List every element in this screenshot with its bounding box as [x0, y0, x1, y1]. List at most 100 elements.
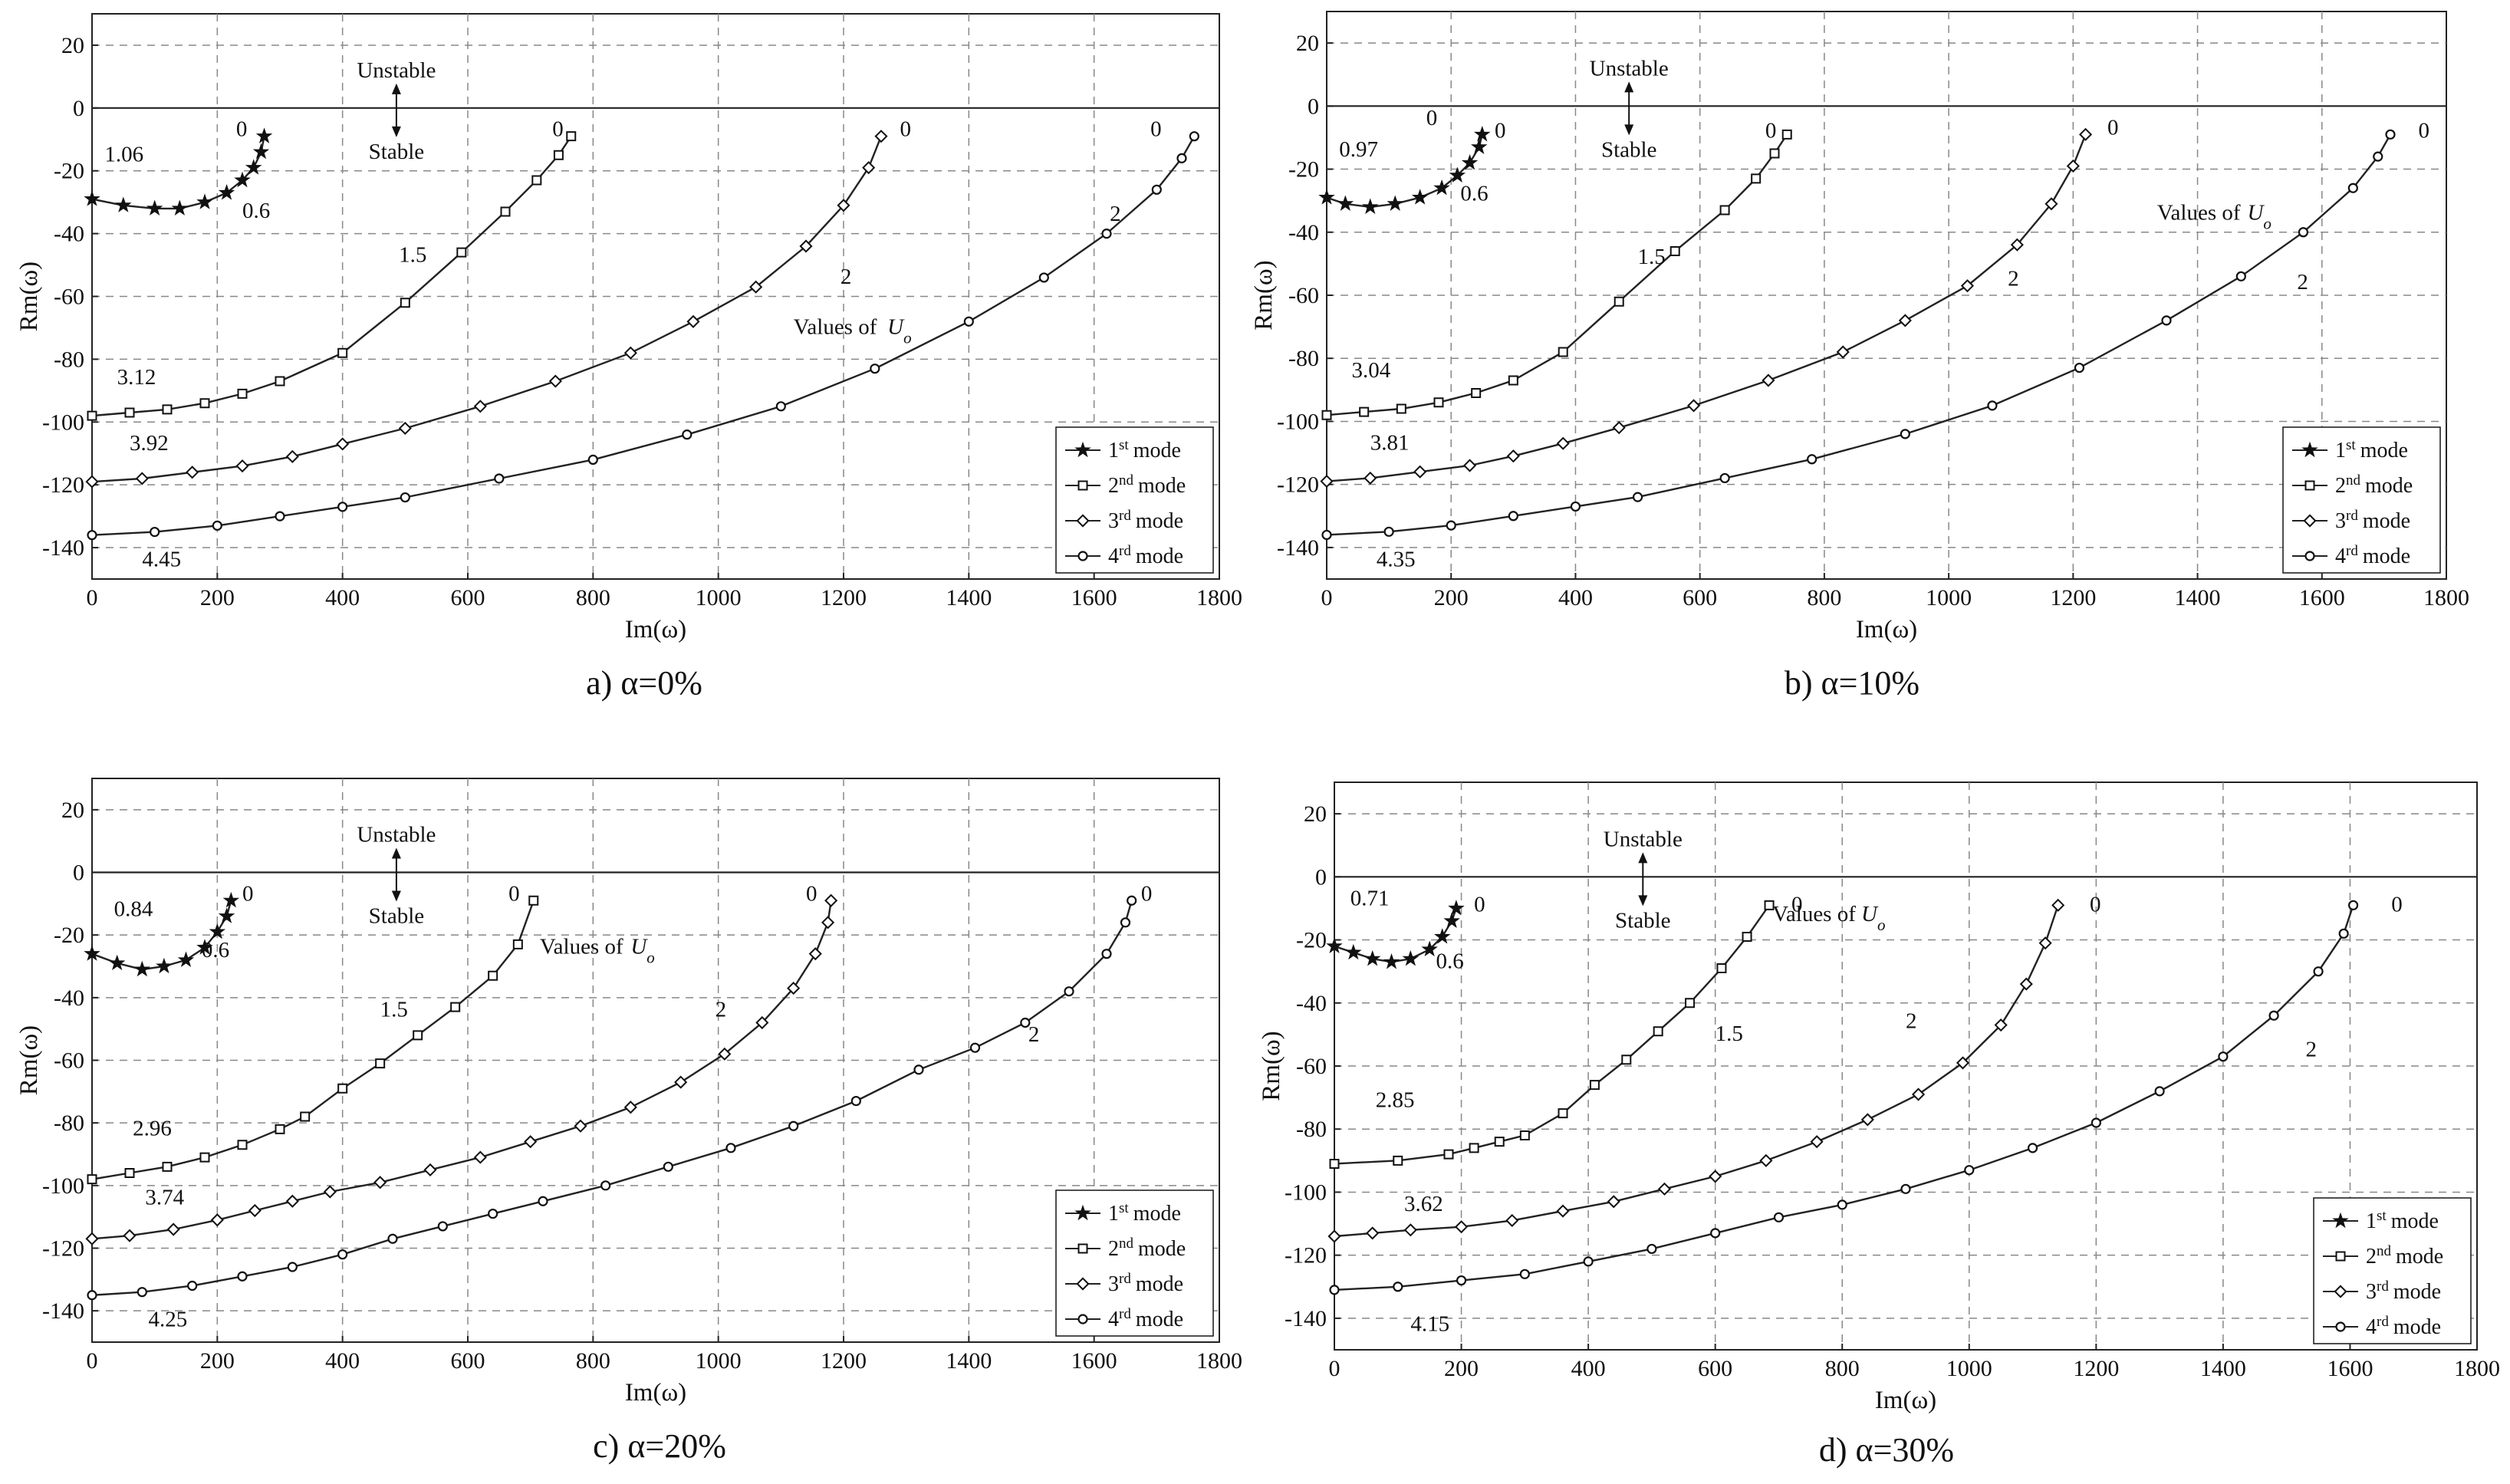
y-tick-label: -60: [1296, 1054, 1327, 1079]
data-point: [2347, 183, 2358, 193]
x-tick-label: 400: [1558, 585, 1593, 610]
data-point: [2074, 362, 2085, 373]
legend-label: 1st mode: [1108, 1200, 1181, 1226]
unstable-region-label: Unstable: [357, 823, 436, 847]
data-point: [1764, 900, 1775, 910]
legend-marker: [1077, 551, 1088, 561]
data-point: [663, 1161, 673, 1172]
annotation-label: 0.6: [1460, 182, 1488, 206]
legend-marker: [2301, 441, 2318, 458]
data-point: [87, 1290, 97, 1301]
data-point: [1607, 1195, 1620, 1209]
x-tick-label: 1000: [696, 585, 742, 610]
data-point: [1433, 397, 1444, 408]
y-axis-label: Rm(ω): [15, 1025, 43, 1095]
y-tick-label: -60: [1288, 283, 1319, 308]
series-line: [1334, 904, 2059, 1238]
y-tick-label: 20: [61, 33, 84, 58]
data-point: [1462, 459, 1477, 472]
legend-label: 3rd mode: [2366, 1278, 2441, 1305]
data-point: [566, 131, 577, 142]
data-point: [1994, 1018, 2008, 1032]
data-point: [1413, 465, 1427, 479]
y-tick-label: -100: [1277, 409, 1319, 434]
data-point: [87, 530, 97, 541]
x-tick-label: 200: [1444, 1356, 1479, 1381]
annotation-label: 0: [1150, 117, 1162, 142]
caption-c: c) α=20%: [593, 1427, 726, 1465]
legend-marker: [1077, 1243, 1088, 1254]
data-point: [1101, 229, 1112, 239]
data-point: [177, 951, 195, 968]
y-tick-label: 0: [73, 860, 84, 886]
data-point: [2066, 159, 2080, 173]
y-tick-label: 0: [1308, 94, 1319, 119]
panel-d: 0 200 400 600 800 1000 1200 1400 1600 1800200-20-…: [1258, 781, 2500, 1414]
legend-label: 1st mode: [2366, 1208, 2439, 1234]
region-arrow-head-up: [391, 83, 401, 94]
data-point: [1345, 943, 1362, 960]
x-tick-label: 1400: [2175, 585, 2221, 610]
y-tick-label: 0: [1315, 864, 1327, 890]
y-tick-label: 20: [61, 798, 84, 823]
annotation-label: 0: [806, 881, 817, 906]
region-arrow-head-down: [1638, 895, 1648, 907]
data-point: [1383, 953, 1400, 969]
data-point: [718, 1047, 732, 1061]
data-point: [1020, 1017, 1031, 1028]
x-tick-label: 1200: [821, 585, 867, 610]
annotation-label: 1.5: [380, 997, 408, 1022]
data-point: [1449, 166, 1466, 183]
data-point: [1669, 245, 1680, 256]
data-point: [196, 193, 213, 209]
data-point: [237, 388, 248, 399]
data-point: [799, 239, 813, 253]
data-point: [2313, 966, 2324, 977]
data-point: [1621, 1055, 1632, 1065]
data-point: [337, 347, 348, 358]
annotation-label: 3.62: [1404, 1192, 1443, 1216]
data-point: [1860, 1113, 1874, 1127]
annotation-label: 1.5: [1638, 245, 1666, 269]
data-point: [1038, 272, 1049, 283]
data-point: [275, 511, 285, 522]
data-point: [1898, 314, 1912, 327]
y-tick-label: -120: [1285, 1243, 1327, 1268]
y-tick-label: -20: [1288, 157, 1319, 183]
data-point: [2347, 900, 2359, 910]
data-point: [574, 1119, 587, 1133]
x-tick-label: 1400: [2200, 1356, 2246, 1381]
data-point: [1719, 205, 1730, 216]
data-point: [124, 1168, 135, 1178]
data-point: [2298, 227, 2309, 238]
annotation-label: 0: [2419, 118, 2430, 143]
y-tick-label: -40: [54, 222, 84, 247]
data-point: [400, 492, 410, 503]
data-point: [196, 939, 213, 955]
data-point: [1443, 1149, 1454, 1160]
annotation-label: 0: [900, 117, 912, 142]
data-point: [2373, 151, 2383, 162]
data-point: [1508, 511, 1518, 522]
annotation-label: 1.5: [399, 242, 426, 267]
x-tick-label: 1000: [696, 1348, 742, 1374]
data-point: [1362, 198, 1379, 215]
data-point: [1716, 963, 1727, 974]
annotation-label: 3.12: [117, 365, 156, 390]
data-point: [473, 1150, 487, 1164]
data-point: [1558, 347, 1568, 357]
data-point: [963, 316, 974, 327]
data-point: [755, 1015, 769, 1030]
x-tick-label: 1600: [2299, 585, 2345, 610]
data-point: [1836, 345, 1850, 359]
annotation-label: 0: [508, 881, 520, 906]
x-tick-label: 200: [200, 1348, 235, 1374]
data-point: [1387, 195, 1403, 211]
data-point: [1646, 1243, 1657, 1255]
y-tick-label: 20: [1304, 801, 1327, 827]
y-tick-label: -80: [1296, 1117, 1327, 1142]
data-point: [1556, 436, 1570, 450]
data-point: [400, 298, 410, 308]
data-point: [166, 1222, 180, 1236]
legend-marker: [1074, 1204, 1091, 1221]
